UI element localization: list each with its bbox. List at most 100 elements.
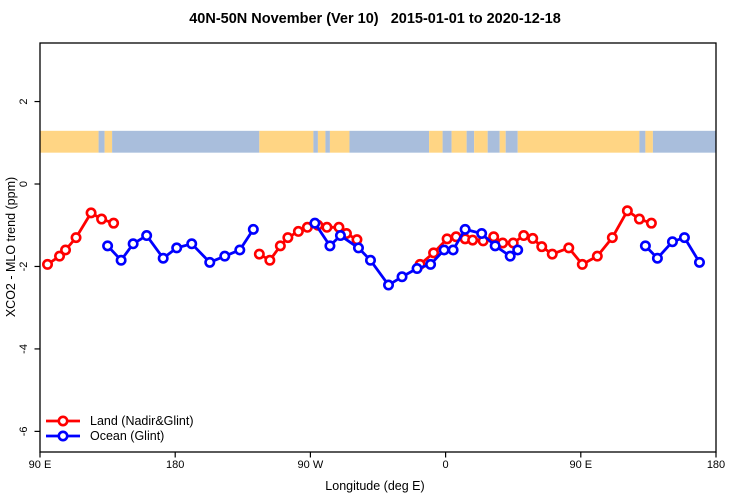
land-series-point: [591, 250, 603, 262]
x-tick-label: 90 E: [29, 459, 52, 471]
x-tick-label: 90 W: [298, 459, 324, 471]
land-series-point: [253, 248, 265, 260]
map-band-segment-ocean: [325, 130, 330, 153]
map-band-segment-land: [104, 130, 113, 153]
legend-marker-ocean-icon: [46, 430, 80, 441]
y-tick-label: -2: [18, 262, 30, 272]
ocean-series-point: [364, 254, 376, 266]
ocean-series-point: [102, 240, 114, 252]
map-band-segment-land: [329, 130, 350, 153]
legend-item-ocean: Ocean (Glint): [44, 428, 194, 443]
ocean-series-point: [476, 227, 488, 239]
land-series-point: [546, 248, 558, 260]
land-series-point: [518, 230, 530, 242]
ocean-series-point: [678, 232, 690, 244]
ocean-series-point: [666, 236, 678, 248]
ocean-series-point: [411, 263, 423, 275]
land-series-point: [54, 250, 66, 262]
map-band-segment-land: [40, 130, 99, 153]
ocean-series-point: [334, 230, 346, 242]
y-tick-label: 2: [18, 98, 30, 104]
map-band-segment-ocean: [442, 130, 452, 153]
ocean-series-point: [309, 217, 321, 229]
ocean-series-point: [512, 244, 524, 256]
legend-label-ocean: Ocean (Glint): [90, 428, 165, 443]
ocean-series-point: [186, 238, 198, 250]
ocean-series-point: [693, 256, 705, 268]
land-series-point: [467, 234, 479, 246]
land-series-point: [321, 221, 333, 233]
legend-circle-ocean-icon: [57, 430, 69, 441]
land-series-point: [645, 217, 657, 229]
land-series-point: [536, 241, 548, 253]
x-axis-title: Longitude (deg E): [325, 479, 425, 493]
ocean-series-point: [234, 244, 246, 256]
land-series-point: [108, 217, 120, 229]
ocean-series-point: [115, 254, 127, 266]
ocean-series-point: [425, 258, 437, 270]
y-tick-label: -4: [18, 344, 30, 354]
map-band-segment-land: [645, 130, 653, 153]
map-band-segment-land: [517, 130, 640, 153]
ocean-series-point: [219, 250, 231, 262]
ocean-series-point: [651, 252, 663, 264]
map-band-segment-ocean: [639, 130, 646, 153]
legend-circle-land-icon: [57, 415, 69, 426]
map-band-segment-ocean: [487, 130, 500, 153]
land-series-point: [621, 205, 633, 217]
ocean-series-point: [447, 244, 459, 256]
map-band-segment-land: [499, 130, 506, 153]
map-band-segment-ocean: [98, 130, 105, 153]
legend: Land (Nadir&Glint) Ocean (Glint): [44, 413, 194, 443]
map-band-segment-ocean: [652, 130, 716, 153]
y-tick-label: 0: [18, 181, 30, 187]
land-series-point: [292, 225, 304, 237]
land-series-point: [428, 247, 440, 259]
ocean-series-point: [383, 279, 395, 291]
ocean-series-line: [313, 221, 520, 287]
legend-item-land: Land (Nadir&Glint): [44, 413, 194, 428]
legend-marker-land-icon: [46, 415, 80, 426]
land-series-point: [606, 232, 618, 244]
legend-label-land: Land (Nadir&Glint): [90, 413, 194, 428]
chart-title: 40N-50N November (Ver 10) 2015-01-01 to …: [189, 11, 561, 27]
land-series-point: [96, 213, 108, 225]
x-tick-label: 180: [166, 459, 184, 471]
map-band-segment-land: [429, 130, 443, 153]
ocean-series-point: [489, 240, 501, 252]
land-series-point: [85, 207, 97, 219]
map-band-segment-land: [259, 130, 314, 153]
ocean-series-point: [324, 240, 336, 252]
y-tick-label: -6: [18, 426, 30, 436]
map-band-segment-ocean: [313, 130, 318, 153]
land-series-point: [70, 232, 82, 244]
map-band-segment-land: [451, 130, 467, 153]
ocean-series-point: [504, 250, 516, 262]
ocean-series-point: [352, 242, 364, 254]
land-series-point: [274, 240, 286, 252]
land-series-point: [441, 233, 453, 245]
land-series-point: [60, 244, 72, 256]
land-series-point: [633, 213, 645, 225]
x-tick-label: 0: [443, 459, 449, 471]
land-series-point: [42, 258, 54, 270]
map-band-segment-ocean: [466, 130, 475, 153]
x-tick-label: 90 E: [569, 459, 592, 471]
ocean-series-point: [438, 244, 450, 256]
ocean-series-point: [141, 230, 153, 242]
ocean-series-point: [396, 271, 408, 283]
ocean-series-point: [247, 223, 259, 235]
land-series-point: [264, 254, 276, 266]
ocean-series-point: [639, 240, 651, 252]
ocean-series-point: [157, 252, 169, 264]
plot-border: [39, 42, 717, 453]
land-series-point: [563, 242, 575, 254]
land-series-point: [282, 232, 294, 244]
x-tick-label: 180: [707, 459, 725, 471]
map-band-segment-ocean: [349, 130, 430, 153]
ocean-series-point: [127, 238, 139, 250]
map-band-segment-ocean: [505, 130, 518, 153]
map-band-segment-land: [317, 130, 326, 153]
